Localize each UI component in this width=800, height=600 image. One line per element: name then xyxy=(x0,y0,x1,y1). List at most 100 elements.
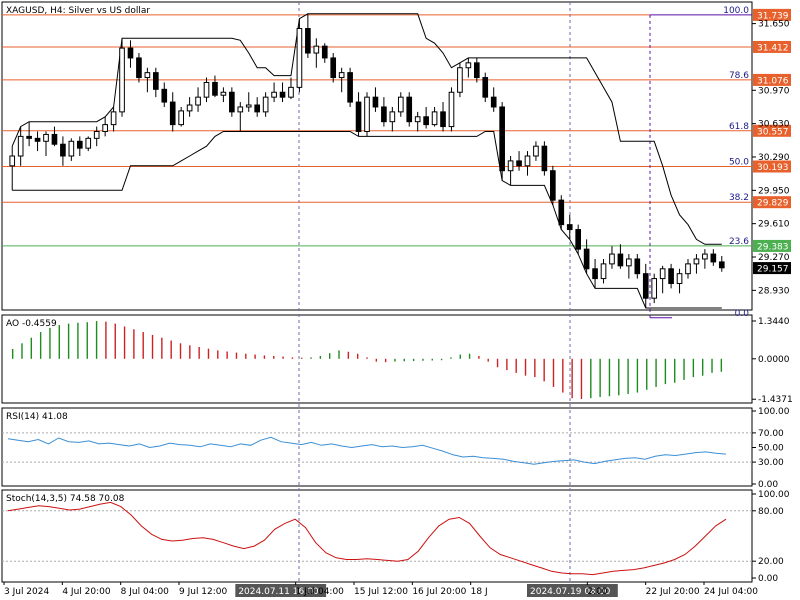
candle-body xyxy=(372,96,379,108)
candle-body xyxy=(423,116,429,126)
candle-body xyxy=(262,96,269,113)
stoch-pane-border xyxy=(1,489,753,583)
candle-body xyxy=(229,91,235,113)
rsi-tick-label: 30.00 xyxy=(758,458,784,468)
candle-body xyxy=(119,47,125,113)
candle-body xyxy=(566,224,573,231)
fib-ratio-label: 0.0 xyxy=(735,309,750,319)
candle-body xyxy=(710,253,717,263)
candle-body xyxy=(178,110,184,126)
candle-body xyxy=(507,160,514,172)
price-channel-indicator xyxy=(11,13,722,309)
candle-body xyxy=(609,253,615,265)
price-tick-label: 30.290 xyxy=(758,153,790,163)
candle-body xyxy=(550,170,556,201)
candle-body xyxy=(448,91,455,128)
candle-body xyxy=(347,72,353,103)
time-axis-label: 4 Jul 20:00 xyxy=(62,587,111,597)
fib-price-label: 30.193 xyxy=(757,163,789,173)
candle-body xyxy=(642,273,649,299)
candle-body xyxy=(355,101,362,132)
fib-price-tag xyxy=(753,160,791,173)
fib-price-tag xyxy=(753,239,791,252)
rsi-tick-label: 0.00 xyxy=(758,480,778,490)
candle-body xyxy=(659,268,666,280)
fib-price-label: 29.383 xyxy=(757,242,789,252)
candle-body xyxy=(575,229,581,250)
candle-body xyxy=(34,137,41,142)
candle-body xyxy=(592,268,598,280)
candle-body xyxy=(85,137,92,149)
ao-tick-label: 1.3440 xyxy=(758,317,790,327)
fib-price-tag xyxy=(753,124,791,137)
fibonacci-retracement[interactable]: 100.0 31.739 31.412 78.6 31.076 61.8 30.557 50.… xyxy=(2,6,791,319)
price-tick-label: 30.970 xyxy=(758,86,790,96)
awesome-oscillator-bars xyxy=(11,321,723,400)
candle-body xyxy=(693,258,700,265)
rsi-label: RSI(14) 41.08 xyxy=(6,412,68,422)
stoch-tick-label: 80.00 xyxy=(758,507,784,517)
fib-ratio-label: 61.8 xyxy=(729,122,749,132)
rsi-series xyxy=(2,432,752,465)
candle-body xyxy=(676,273,683,284)
candle-body xyxy=(490,96,497,108)
rsi-line xyxy=(7,436,727,465)
stoch-label: Stoch(14,3,5) 74.58 70.08 xyxy=(6,494,125,504)
price-tick-label: 29.610 xyxy=(758,220,790,230)
time-axis-label: 3 Jul 2024 xyxy=(4,587,49,597)
current-price-tag xyxy=(753,262,791,275)
price-tick-label: 29.270 xyxy=(758,253,790,263)
candle-body xyxy=(321,45,328,59)
candle-body xyxy=(583,248,590,270)
candle-body xyxy=(51,133,58,145)
rsi-tick-label: 50.00 xyxy=(758,444,784,454)
candle-body xyxy=(195,96,201,106)
candle-body xyxy=(668,268,674,284)
candle-body xyxy=(330,57,337,79)
candle-body xyxy=(271,91,277,98)
candle-body xyxy=(43,133,49,142)
rsi-tick-label: 100.00 xyxy=(758,407,790,417)
candle-body xyxy=(457,67,463,93)
rsi-tick-label: 70.00 xyxy=(758,429,784,439)
fib-ratio-label: 100.0 xyxy=(723,6,749,16)
candle-body xyxy=(473,62,480,79)
fib-price-label: 31.076 xyxy=(757,76,789,86)
stoch-tick-label: 20.00 xyxy=(758,557,784,567)
time-axis-label: 2024.07.11 16:00 xyxy=(238,587,319,597)
candle-body xyxy=(381,106,387,123)
candle-body xyxy=(702,253,708,260)
candle-body xyxy=(102,124,108,132)
candle-body xyxy=(153,72,159,90)
candle-body xyxy=(136,57,142,79)
candle-body xyxy=(541,145,548,172)
candle-body xyxy=(718,261,725,269)
fib-ratio-label: 38.2 xyxy=(729,193,749,203)
time-axis-label: 1 Jul 04:00 xyxy=(296,587,345,597)
candle-body xyxy=(364,96,370,132)
candle-body xyxy=(279,91,286,98)
candle-body xyxy=(9,155,16,167)
rsi-pane-border xyxy=(1,407,753,487)
channel-upper-line xyxy=(11,13,722,245)
price-pane-border xyxy=(1,1,753,311)
fib-price-label: 29.829 xyxy=(757,199,789,209)
candlestick-series xyxy=(9,13,725,308)
price-tick-label: 30.630 xyxy=(758,120,790,130)
candle-body xyxy=(524,155,531,167)
time-axis-label: 9 Jul 12:00 xyxy=(179,587,228,597)
candle-body xyxy=(76,140,83,149)
candle-body xyxy=(685,263,691,275)
fib-price-tag xyxy=(753,196,791,209)
candle-body xyxy=(431,111,438,126)
candle-body xyxy=(499,106,505,172)
candle-body xyxy=(220,91,227,96)
candle-body xyxy=(245,104,252,108)
price-tick-label: 31.650 xyxy=(758,20,790,30)
fib-price-label: 30.557 xyxy=(757,127,789,137)
ao-label: AO -0.4559 xyxy=(6,319,57,329)
candle-body xyxy=(338,72,345,79)
fib-price-label: 31.739 xyxy=(757,11,789,21)
time-axis-label: 2:00 xyxy=(587,587,607,597)
